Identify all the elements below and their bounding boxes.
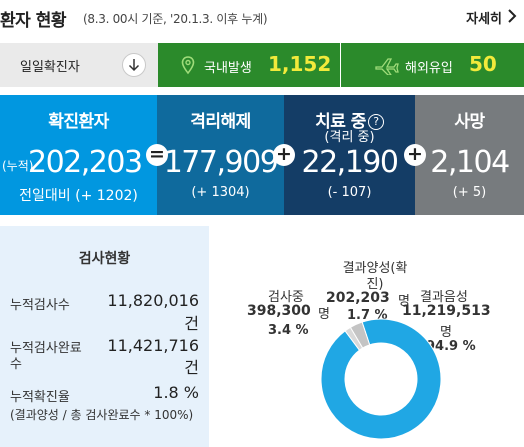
- completed-tests-value: 11,421,716: [107, 336, 199, 355]
- deaths-value: 2,104: [430, 145, 510, 180]
- negative-unit: 명: [440, 325, 452, 340]
- completed-tests-unit: 건: [184, 358, 199, 377]
- testing-unit: 명: [318, 307, 330, 322]
- treatment-title-row: 치료 중?: [284, 107, 415, 132]
- chevron-right-icon[interactable]: [506, 8, 518, 24]
- plus-icon: +: [404, 144, 426, 166]
- released-box: 격리해제 177,909 (+ 1304): [157, 95, 284, 215]
- treatment-box: 치료 중? (격리 중) 22,190 (- 107): [284, 95, 415, 215]
- negative-label: 결과음성: [420, 290, 468, 305]
- equals-icon: =: [146, 144, 168, 166]
- treatment-value: 22,190: [301, 145, 399, 180]
- confirmed-title: 확진환자: [48, 112, 109, 132]
- testing-title: 검사현황: [78, 251, 131, 267]
- positive-unit: 명: [398, 294, 410, 309]
- positive-rate-label: 누적확진율: [10, 390, 70, 405]
- negative-percent: 94.9 %: [426, 339, 476, 354]
- testing-percent: 3.4 %: [268, 323, 309, 338]
- testing-value: 398,300: [247, 303, 311, 319]
- deaths-box: 사망 2,104 (+ 5): [415, 95, 524, 215]
- confirmed-box: 확진환자 (누적) 202,203 전일대비 (+ 1202): [0, 95, 157, 215]
- positive-rate-value: 1.8 %: [153, 383, 199, 402]
- domestic-value: 1,152: [268, 52, 332, 76]
- positive-label-line1: 결과양성(확: [342, 261, 408, 276]
- help-icon[interactable]: ?: [367, 114, 384, 130]
- confirmed-prefix: (누적): [2, 159, 34, 173]
- treatment-subtitle: (격리 중): [324, 130, 375, 145]
- more-link[interactable]: 자세히: [466, 12, 502, 27]
- page-subtitle: (8.3. 00시 기준, '20.1.3. 이후 누계): [83, 12, 268, 26]
- confirmed-delta: 전일대비 (+ 1202): [19, 188, 138, 204]
- treatment-title: 치료 중: [315, 112, 366, 132]
- treatment-delta: (- 107): [327, 185, 372, 200]
- slice-negative: [320, 318, 442, 440]
- domestic-panel: 국내발생 1,152: [158, 43, 340, 87]
- positive-rate-note: (결과양성 / 총 검사완료수 * 100%): [10, 408, 194, 422]
- arrow-down-icon[interactable]: [122, 53, 146, 77]
- plus-icon: +: [273, 144, 295, 166]
- total-tests-unit: 건: [184, 314, 199, 333]
- domestic-label: 국내발생: [204, 61, 252, 76]
- header: 환자 현황 (8.3. 00시 기준, '20.1.3. 이후 누계) 자세히: [0, 0, 524, 40]
- daily-confirmed-toggle[interactable]: 일일확진자: [0, 43, 158, 87]
- deaths-delta: (+ 5): [452, 185, 487, 200]
- confirmed-value: 202,203: [28, 145, 143, 180]
- page-title: 환자 현황: [0, 11, 66, 31]
- positive-value: 202,203: [326, 290, 390, 306]
- airplane-icon: [375, 58, 399, 75]
- total-tests-label: 누적검사수: [10, 298, 70, 313]
- released-delta: (+ 1304): [191, 185, 250, 200]
- completed-tests-label-line1: 누적검사완료: [10, 341, 82, 356]
- test-results-donut-chart: [320, 318, 442, 440]
- testing-panel: 검사현황 누적검사수 11,820,016 건 누적검사완료 수 11,421,…: [0, 226, 209, 447]
- testing-label: 검사중: [268, 290, 304, 305]
- released-title: 격리해제: [190, 112, 251, 132]
- results-panel: 결과양성(확 진) 202,203 명 1.7 % 검사중 398,300 명 …: [220, 226, 524, 447]
- total-tests-value: 11,820,016: [107, 291, 199, 310]
- positive-label-line2: 진): [366, 277, 384, 292]
- slice-testing: [349, 321, 371, 349]
- completed-tests-label-line2: 수: [10, 357, 22, 372]
- location-pin-icon: [181, 56, 195, 75]
- overseas-value: 50: [469, 52, 497, 76]
- negative-value: 11,219,513: [402, 303, 491, 319]
- overseas-panel: 해외유입 50: [341, 43, 524, 87]
- daily-label: 일일확진자: [20, 60, 80, 75]
- released-value: 177,909: [163, 145, 279, 180]
- deaths-title: 사망: [454, 112, 485, 132]
- overseas-label: 해외유입: [405, 61, 453, 76]
